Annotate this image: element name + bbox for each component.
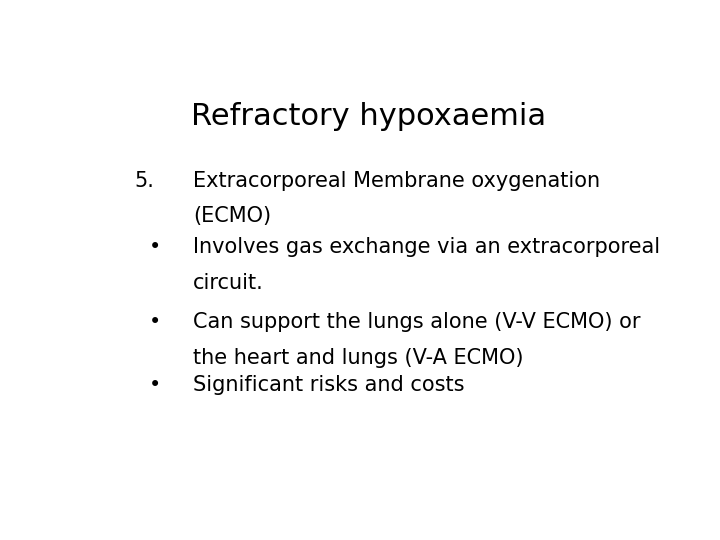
Text: Can support the lungs alone (V-V ECMO) or: Can support the lungs alone (V-V ECMO) o… xyxy=(193,312,641,332)
Text: (ECMO): (ECMO) xyxy=(193,206,271,226)
Text: circuit.: circuit. xyxy=(193,273,264,293)
Text: •: • xyxy=(148,238,161,258)
Text: 5.: 5. xyxy=(135,171,155,191)
Text: •: • xyxy=(148,312,161,332)
Text: the heart and lungs (V-A ECMO): the heart and lungs (V-A ECMO) xyxy=(193,348,523,368)
Text: Extracorporeal Membrane oxygenation: Extracorporeal Membrane oxygenation xyxy=(193,171,600,191)
Text: Significant risks and costs: Significant risks and costs xyxy=(193,375,464,395)
Text: Involves gas exchange via an extracorporeal: Involves gas exchange via an extracorpor… xyxy=(193,238,660,258)
Text: Refractory hypoxaemia: Refractory hypoxaemia xyxy=(192,102,546,131)
Text: •: • xyxy=(148,375,161,395)
